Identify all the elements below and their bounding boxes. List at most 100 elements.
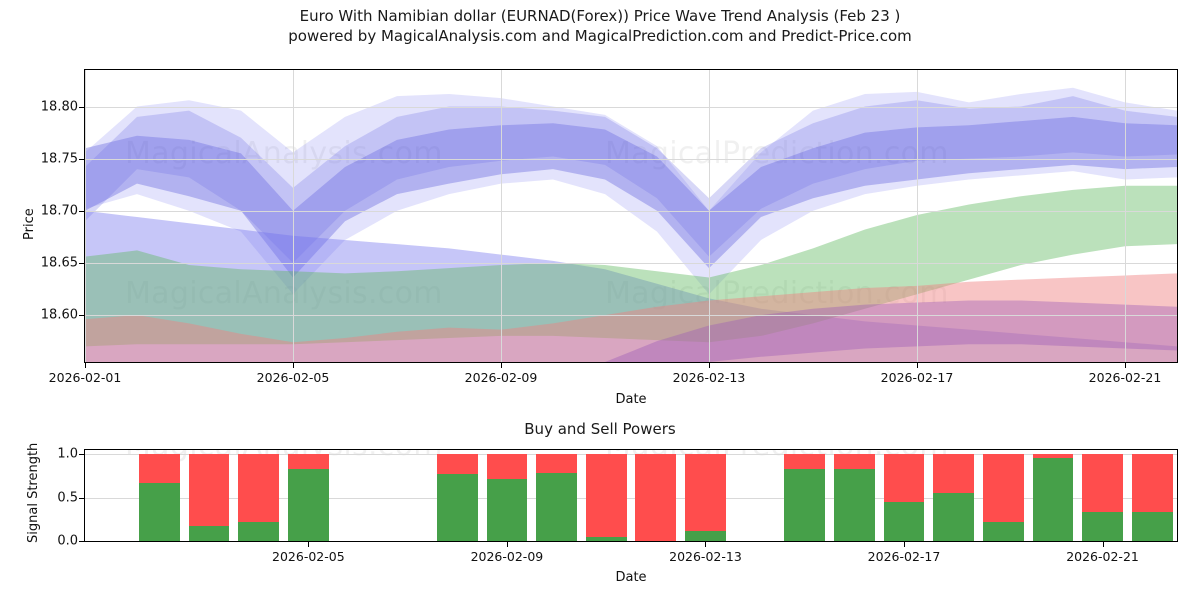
band-lower-blue-support-band <box>85 210 1177 362</box>
band-upper-wave-band-3 <box>85 87 1177 295</box>
price-gridline-h <box>85 315 1177 317</box>
buy-power-segment <box>585 536 627 541</box>
price-x-tickmark <box>85 363 86 368</box>
sell-power-segment <box>1082 454 1123 513</box>
price-y-tickmark <box>79 210 84 212</box>
signal-y-tick-label: 1.0 <box>57 446 78 462</box>
signal-bar[interactable] <box>139 454 180 541</box>
signal-bar[interactable] <box>1082 454 1123 541</box>
price-x-tick-label: 2026-02-05 <box>256 370 330 385</box>
price-gridline-v <box>85 70 86 362</box>
price-gridline-v <box>293 70 294 362</box>
title-line-1: Euro With Namibian dollar (EURNAD(Forex)… <box>299 7 901 25</box>
price-x-tick-label: 2026-02-09 <box>464 370 538 385</box>
price-gridline-h <box>85 262 1177 264</box>
signal-x-tick-label: 2026-02-05 <box>272 549 345 564</box>
sell-power-segment <box>436 454 478 475</box>
signal-x-tickmark <box>506 542 508 547</box>
signal-bar[interactable] <box>585 454 627 541</box>
signal-bar[interactable] <box>188 454 230 541</box>
sell-power-segment <box>933 454 974 494</box>
price-x-tick-label: 2026-02-17 <box>880 370 954 385</box>
signal-bar[interactable] <box>784 454 826 541</box>
price-gridline-v <box>501 70 502 362</box>
price-y-tick-label: 18.80 <box>40 99 78 114</box>
buy-power-segment <box>834 469 875 541</box>
signal-x-tick-label: 2026-02-13 <box>669 549 742 564</box>
signal-x-tick-label: 2026-02-17 <box>867 549 941 564</box>
signal-y-tickmark <box>79 541 84 542</box>
signal-x-tickmark <box>705 542 707 547</box>
buy-power-segment <box>685 531 726 541</box>
price-y-tick-label: 18.75 <box>40 151 78 167</box>
band-upper-wave-band-1 <box>85 116 1177 278</box>
sell-power-segment <box>1131 454 1173 513</box>
signal-y-tick-label: 0.5 <box>57 490 78 506</box>
price-x-axis-label: Date <box>615 392 647 407</box>
signal-y-tickmark <box>79 497 84 499</box>
signal-bar[interactable] <box>685 454 726 541</box>
signal-x-axis-label: Date <box>615 570 647 585</box>
buy-power-segment <box>933 493 974 541</box>
signal-x-tick-label: 2026-02-09 <box>470 549 544 564</box>
buy-power-segment <box>784 469 826 541</box>
signal-bar[interactable] <box>1131 454 1173 541</box>
buy-power-segment <box>536 473 577 541</box>
price-y-tick-label: 18.60 <box>40 307 78 323</box>
signal-x-tickmark <box>1102 542 1104 547</box>
signal-x-tick-label: 2026-02-21 <box>1066 549 1139 564</box>
price-x-tickmark <box>709 363 710 368</box>
price-y-tickmark <box>79 315 84 317</box>
sell-power-segment <box>685 454 726 532</box>
sell-power-segment <box>834 454 875 470</box>
price-y-axis-label: Price <box>22 208 37 240</box>
signal-bar[interactable] <box>834 454 875 541</box>
sell-power-segment <box>1032 454 1074 458</box>
price-y-tickmark <box>79 158 84 160</box>
price-y-tick-label: 18.65 <box>40 255 78 271</box>
signal-bar[interactable] <box>436 454 478 541</box>
signal-bar[interactable] <box>288 454 329 541</box>
price-gridline-v <box>1125 70 1126 362</box>
signal-bar[interactable] <box>1032 454 1074 541</box>
signal-bar[interactable] <box>536 454 577 541</box>
price-chart-plot-area: MagicalAnalysis.com MagicalPrediction.co… <box>84 69 1178 363</box>
buy-power-segment <box>883 502 925 541</box>
sell-power-segment <box>139 454 180 483</box>
buy-power-segment <box>486 478 528 541</box>
sell-power-segment <box>982 454 1024 522</box>
signal-bar[interactable] <box>933 454 974 541</box>
price-gridline-v <box>709 70 710 362</box>
sell-power-segment <box>635 454 677 541</box>
price-x-tickmark <box>501 363 502 368</box>
signal-bar[interactable] <box>982 454 1024 541</box>
price-gridline-v <box>917 70 918 362</box>
buy-power-segment <box>1082 512 1123 541</box>
price-x-tickmark <box>917 363 918 368</box>
signal-bar[interactable] <box>486 454 528 541</box>
title-line-2: powered by MagicalAnalysis.com and Magic… <box>288 27 912 45</box>
sell-power-segment <box>188 454 230 527</box>
price-x-tick-label: 2026-02-13 <box>672 370 746 385</box>
price-gridline-h <box>85 210 1177 212</box>
signal-x-tickmark <box>308 542 310 547</box>
band-upper-wave-band-2 <box>85 96 1177 263</box>
price-y-tick-label: 18.70 <box>40 203 78 219</box>
price-x-tick-label: 2026-02-21 <box>1088 370 1162 385</box>
sell-power-segment <box>883 454 925 502</box>
signal-y-tick-label: 0.0 <box>57 533 78 549</box>
signal-gridline-h <box>85 497 1177 499</box>
sell-power-segment <box>238 454 280 522</box>
signal-chart-title: Buy and Sell Powers <box>524 420 676 438</box>
buy-power-segment <box>982 521 1024 541</box>
price-gridline-h <box>85 158 1177 160</box>
price-x-tickmark <box>1125 363 1126 368</box>
buy-power-segment <box>288 469 329 541</box>
price-gridline-h <box>85 106 1177 108</box>
signal-y-axis-label: Signal Strength <box>26 442 41 543</box>
signal-bar[interactable] <box>635 454 677 541</box>
buy-power-segment <box>188 526 230 541</box>
signal-bar[interactable] <box>238 454 280 541</box>
signal-bar[interactable] <box>883 454 925 541</box>
